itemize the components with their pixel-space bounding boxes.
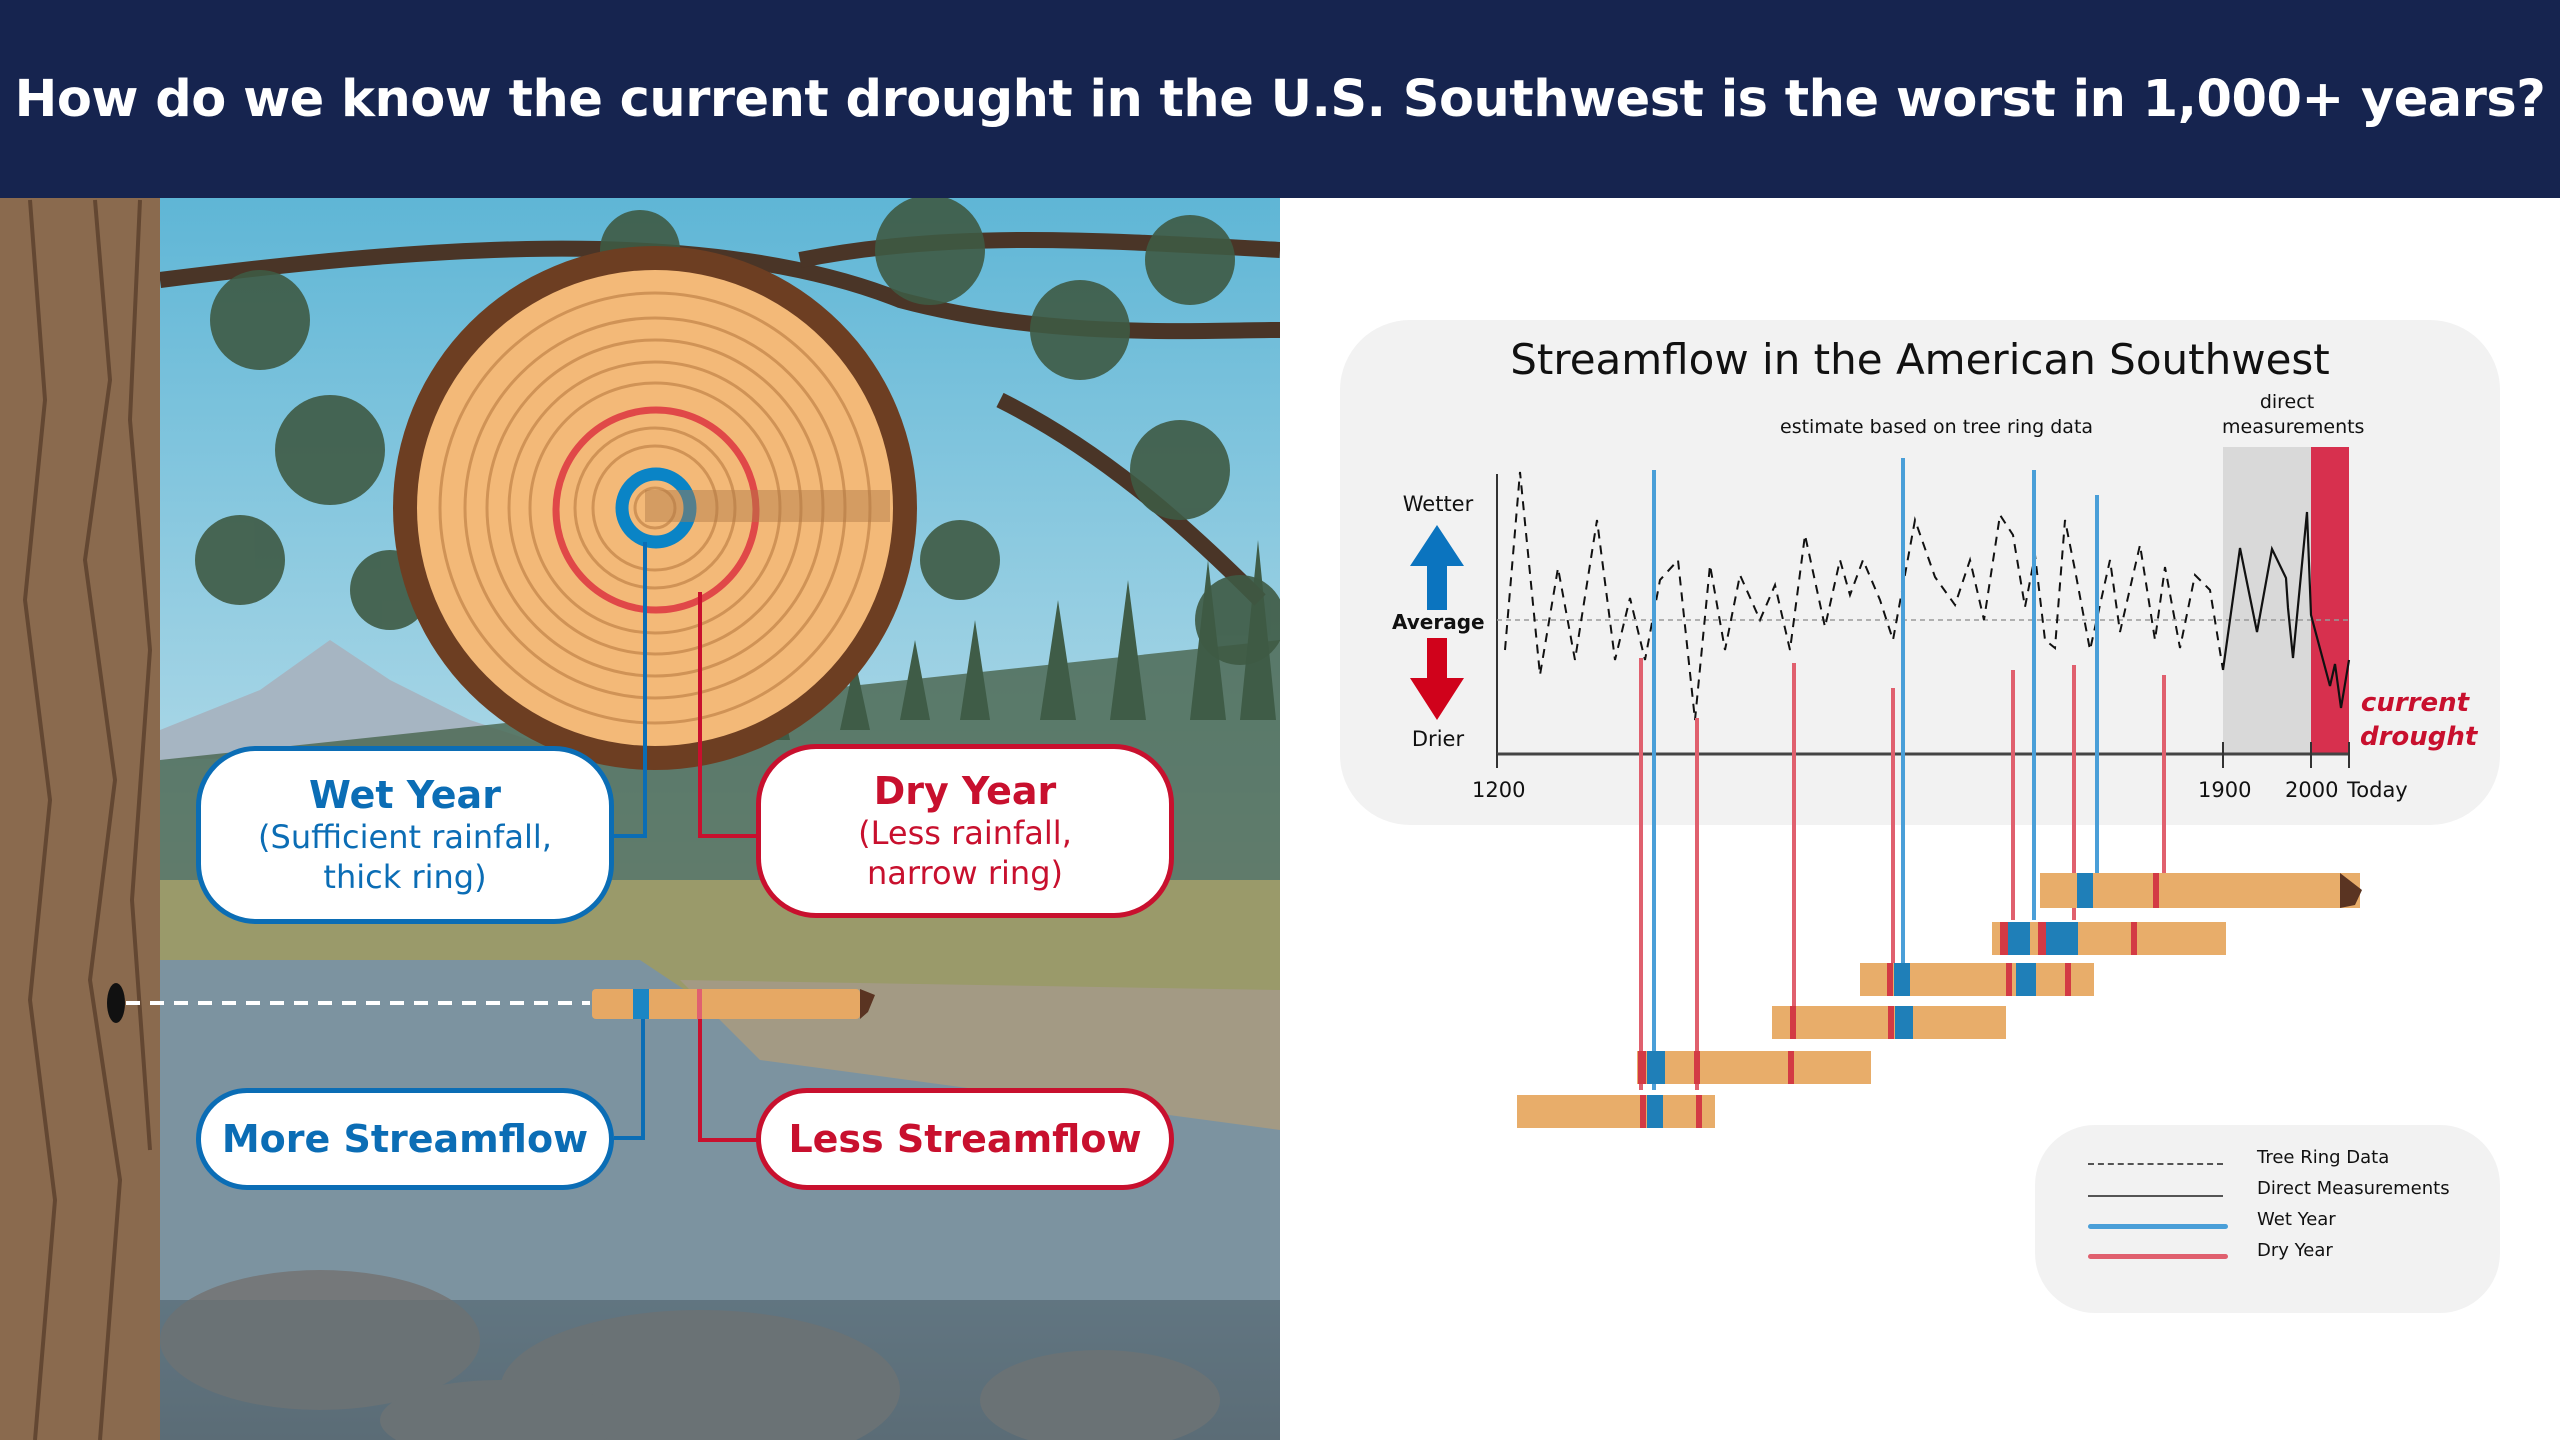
less-streamflow-label: Less Streamflow bbox=[788, 1117, 1142, 1161]
dry-year-desc-1: (Less rainfall, bbox=[858, 814, 1072, 852]
legend-dry-swatch bbox=[2088, 1254, 2228, 1259]
dry-year-title: Dry Year bbox=[873, 769, 1057, 813]
drought-label-2: drought bbox=[2360, 722, 2478, 752]
callout-less-streamflow: Less Streamflow bbox=[756, 1088, 1174, 1190]
legend-label-dry: Dry Year bbox=[2257, 1240, 2333, 1261]
legend-solid-swatch bbox=[2088, 1195, 2223, 1197]
y-label-average: Average bbox=[1392, 610, 1485, 634]
dry-year-desc-2: narrow ring) bbox=[867, 854, 1063, 892]
core-samples bbox=[1517, 873, 2362, 1128]
x-tick-1200: 1200 bbox=[1472, 778, 1526, 802]
legend-label-tree-ring: Tree Ring Data bbox=[2257, 1147, 2390, 1168]
wet-year-desc-1: (Sufficient rainfall, bbox=[258, 818, 552, 856]
illustration-scene: Wet Year (Sufficient rainfall, thick rin… bbox=[0, 198, 1280, 1440]
callout-more-streamflow: More Streamflow bbox=[196, 1088, 614, 1190]
y-label-drier: Drier bbox=[1411, 727, 1465, 751]
tree-ring-annotation: estimate based on tree ring data bbox=[1780, 416, 2094, 438]
legend-dashed-swatch bbox=[2088, 1163, 2223, 1165]
legend-label-wet: Wet Year bbox=[2257, 1209, 2336, 1230]
drought-label-1: current bbox=[2360, 688, 2470, 718]
x-tick-today: Today bbox=[2347, 778, 2408, 802]
wet-year-desc-2: thick ring) bbox=[323, 858, 487, 896]
x-tick-2000: 2000 bbox=[2285, 778, 2339, 802]
current-drought-label: current drought bbox=[2360, 686, 2478, 754]
page-title: How do we know the current drought in th… bbox=[14, 69, 2546, 129]
chart-legend: Tree Ring Data Direct Measurements Wet Y… bbox=[2035, 1125, 2500, 1313]
y-label-wetter: Wetter bbox=[1402, 492, 1474, 516]
legend-wet-swatch bbox=[2088, 1224, 2228, 1229]
chart-title: Streamflow in the American Southwest bbox=[1510, 335, 2330, 384]
direct-label-1: direct bbox=[2259, 391, 2315, 413]
direct-label-2: measurements bbox=[2222, 416, 2365, 438]
legend-label-direct: Direct Measurements bbox=[2257, 1178, 2450, 1199]
direct-measurements-annotation: direct measurements bbox=[2222, 390, 2365, 440]
x-tick-1900: 1900 bbox=[2198, 778, 2252, 802]
callout-wet-year: Wet Year (Sufficient rainfall, thick rin… bbox=[196, 746, 614, 924]
header-banner: How do we know the current drought in th… bbox=[0, 0, 2560, 198]
callout-dry-year: Dry Year (Less rainfall, narrow ring) bbox=[756, 744, 1174, 918]
wet-year-title: Wet Year bbox=[309, 773, 501, 817]
more-streamflow-label: More Streamflow bbox=[221, 1117, 589, 1161]
